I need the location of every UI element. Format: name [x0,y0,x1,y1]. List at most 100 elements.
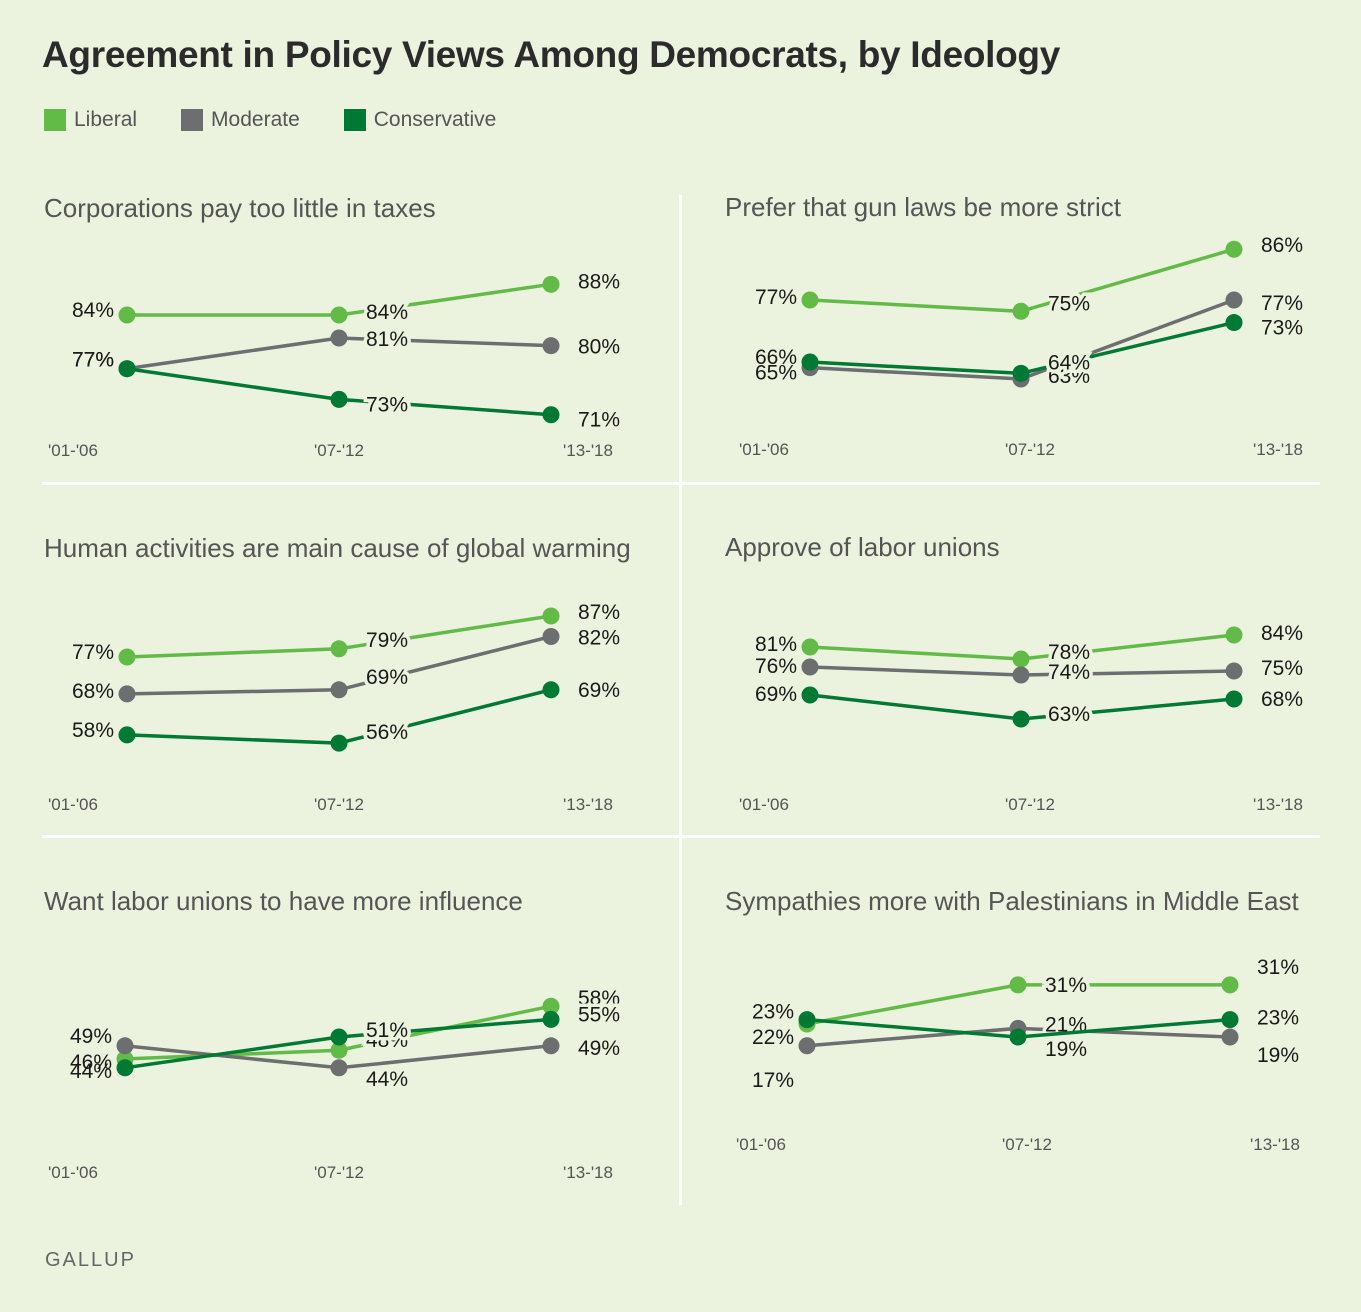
data-point-moderate [330,1059,348,1077]
x-tick-label: '01-'06 [48,1163,98,1182]
x-tick-label: '07-'12 [1002,1135,1052,1154]
legend-item-liberal: Liberal [44,108,137,132]
page-title: Agreement in Policy Views Among Democrat… [42,34,1061,75]
data-label-conservative: 77% [72,349,114,372]
data-label-conservative: 71% [578,409,620,432]
legend-swatch-moderate [181,109,204,131]
data-label-liberal: 88% [578,270,620,293]
data-point-moderate [542,1037,560,1055]
data-label-liberal: 78% [1048,641,1090,664]
data-label-conservative: 19% [1045,1038,1087,1061]
chart-title-middle-east: Sympathies more with Palestinians in Mid… [725,886,1299,916]
data-point-liberal [1009,976,1027,994]
data-point-moderate [1221,1028,1239,1046]
data-point-moderate [1225,662,1243,680]
data-label-conservative: 69% [578,679,620,702]
chart-global-warming: '01-'06 '07-'12 '13-'18 77% 79% 87% 68% 69% 82% 5… [48,598,624,815]
x-tick-label: '01-'06 [736,1135,786,1154]
data-label-conservative: 56% [366,721,408,744]
data-point-moderate [542,628,560,645]
data-point-conservative [1012,710,1030,728]
data-label-conservative: 51% [366,1019,408,1042]
panel-divider-horizontal-1 [42,482,1320,485]
chart-middle-east: '01-'06'07-'12'13-'1822%31%31%17%21%19%2… [736,952,1303,1154]
x-tick-label: '07-'12 [314,795,364,814]
data-point-moderate [116,1037,134,1055]
legend-item-conservative: Conservative [343,108,497,132]
chart-title-labor-unions: Approve of labor unions [725,532,1000,562]
data-label-moderate: 80% [578,336,620,359]
data-label-conservative: 23% [752,1001,794,1024]
data-point-conservative [330,734,348,752]
data-label-moderate: 77% [72,349,114,372]
x-tick-label: '01-'06 [739,440,789,459]
data-point-liberal [118,648,136,666]
legend-label-moderate: Moderate [211,108,300,131]
chart-union-influence: '01-'06 '07-'12 '13-'18 46% 48% 58% 49% 44% 49% 4… [48,984,624,1182]
data-point-conservative [801,353,819,371]
chart-labor-unions: '01-'06 '07-'12 '13-'18 81% 78% 84% 76% 74% 75% 6… [739,619,1307,815]
data-label-liberal: 46% [70,1051,112,1074]
data-point-liberal [801,638,819,656]
data-point-liberal [542,997,560,1015]
x-tick-label: '13-'18 [1250,1135,1300,1154]
data-label-conservative: 63% [1048,703,1090,726]
chart-title-gun-laws: Prefer that gun laws be more strict [725,192,1121,222]
data-label-moderate: 17% [752,1069,794,1092]
legend: Liberal Moderate Conservative [44,108,496,132]
legend-label-liberal: Liberal [74,108,138,131]
data-point-moderate [798,1037,816,1055]
data-label-moderate: 74% [1048,661,1090,684]
panel-divider-horizontal-2 [42,835,1320,838]
data-label-conservative: 73% [366,393,408,416]
data-point-liberal [1012,650,1030,668]
data-label-liberal: 86% [1261,234,1303,257]
data-point-conservative [542,1010,560,1028]
data-label-liberal: 31% [1045,974,1087,997]
data-label-moderate: 63% [1048,365,1090,388]
data-point-conservative [542,406,560,424]
series-line-liberal [809,247,1235,314]
data-label-conservative: 66% [755,346,797,369]
data-point-conservative [1225,314,1243,332]
data-point-conservative [330,1028,348,1046]
data-point-moderate [330,681,348,699]
data-point-conservative [118,726,136,744]
data-point-conservative [798,1011,816,1029]
data-point-conservative [1225,690,1243,708]
data-label-liberal: 84% [366,301,408,324]
data-label-conservative: 64% [1048,351,1090,374]
chart-title-global-warming: Human activities are main cause of globa… [44,533,631,563]
data-label-moderate: 82% [578,627,620,650]
data-point-liberal [801,291,819,309]
x-tick-label: '13-'18 [563,441,613,460]
x-tick-label: '01-'06 [739,795,789,814]
data-label-liberal: 84% [1261,622,1303,645]
data-label-moderate: 44% [366,1068,408,1091]
data-point-liberal [542,275,560,293]
data-point-moderate [330,329,348,347]
data-label-liberal: 87% [578,601,620,624]
x-tick-label: '13-'18 [563,795,613,814]
data-label-liberal: 84% [72,299,114,322]
data-point-conservative [542,681,560,699]
x-tick-label: '01-'06 [48,795,98,814]
data-label-liberal: 77% [72,641,114,664]
data-label-liberal: 75% [1048,292,1090,315]
x-tick-label: '07-'12 [1005,440,1055,459]
data-point-moderate [118,685,136,703]
x-tick-label: '13-'18 [1253,795,1303,814]
data-point-liberal [330,640,348,658]
legend-label-conservative: Conservative [373,108,497,131]
data-point-liberal [1012,302,1030,320]
legend-item-moderate: Moderate [181,108,300,132]
data-point-conservative [118,360,136,378]
chart-corporate-taxes: '01-'06 '07-'12 '13-'18 84% 84% 88% 77% 81% 80% 7… [48,267,624,460]
chart-gun-laws: '01-'06 '07-'12 '13-'18 77% 75% 86% 65% 63% 77% 6… [739,231,1307,459]
data-label-conservative: 55% [578,1003,620,1026]
data-point-liberal [1221,976,1239,994]
data-label-conservative: 23% [1257,1007,1299,1030]
data-point-liberal [118,306,136,324]
data-label-moderate: 65% [755,362,797,385]
